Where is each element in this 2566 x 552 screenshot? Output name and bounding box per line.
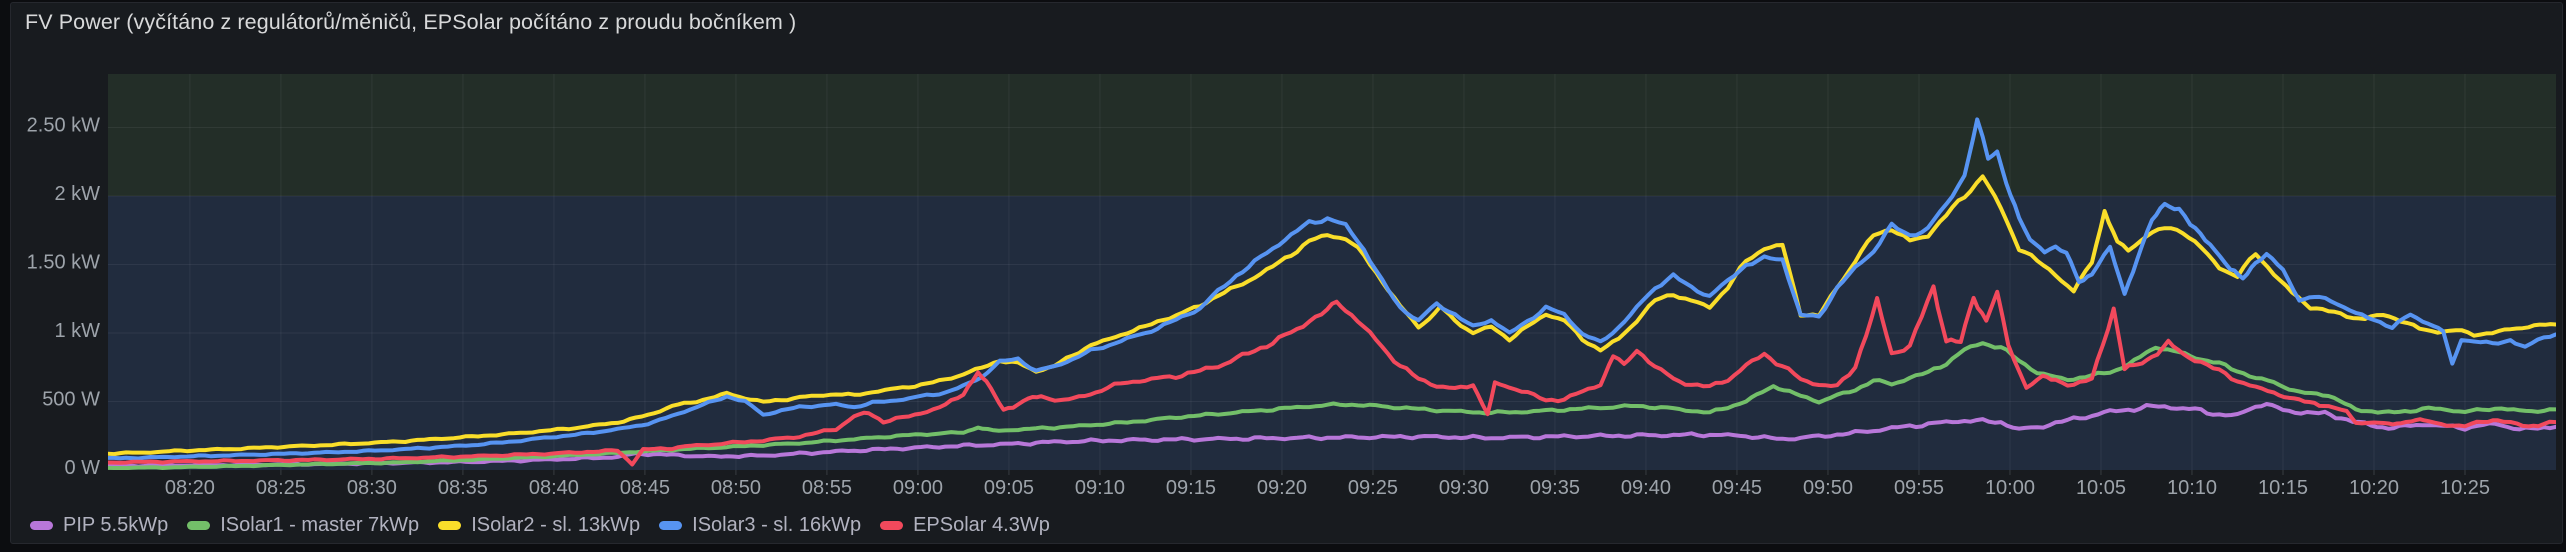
grid: 08:20 08:25 08:30 08:35 08:40 08:45 08:50 08:55… <box>27 74 2556 499</box>
x-axis-tick-label: 09:05 <box>984 477 1034 499</box>
y-axis-tick-label: 0 W <box>64 457 100 479</box>
legend-series-label: EPSolar 4.3Wp <box>913 514 1050 536</box>
panel-title[interactable]: FV Power (vyčítáno z regulátorů/měničů, … <box>25 10 797 34</box>
y-axis-tick-label: 1 kW <box>54 320 100 342</box>
y-axis-tick-label: 1.50 kW <box>27 252 100 274</box>
x-axis-tick-label: 09:45 <box>1712 477 1762 499</box>
x-axis-tick-label: 08:45 <box>620 477 670 499</box>
threshold-region-above-2kw <box>108 74 2556 196</box>
legend: PIP 5.5kWp ISolar1 - master 7kWp ISolar2 -… <box>30 511 1050 539</box>
x-axis-tick-label: 09:15 <box>1166 477 1216 499</box>
series-line-isolar3 <box>108 117 2556 461</box>
threshold-region-below-2kw <box>108 196 2556 470</box>
plot-area[interactable] <box>108 74 2556 470</box>
legend-series-marker <box>187 520 211 530</box>
y-axis-tick-label: 2.50 kW <box>27 115 100 137</box>
grafana-panel <box>10 2 2563 544</box>
x-axis-tick-label: 10:05 <box>2076 477 2126 499</box>
x-axis-tick-label: 08:55 <box>802 477 852 499</box>
x-axis-tick-label: 09:00 <box>893 477 943 499</box>
x-axis-tick-label: 10:15 <box>2258 477 2308 499</box>
x-axis-tick-label: 09:40 <box>1621 477 1671 499</box>
legend-item-isolar1[interactable]: ISolar1 - master 7kWp <box>187 511 419 539</box>
x-axis-tick-label: 08:25 <box>256 477 306 499</box>
x-axis-tick-label: 08:35 <box>438 477 488 499</box>
x-axis-tick-label: 09:50 <box>1803 477 1853 499</box>
series-line-pip <box>108 402 2556 469</box>
y-axis-tick-label: 500 W <box>42 389 100 411</box>
x-axis-tick-label: 10:00 <box>1985 477 2035 499</box>
x-axis-tick-label: 09:25 <box>1348 477 1398 499</box>
legend-series-marker <box>880 520 904 530</box>
legend-item-epsolar[interactable]: EPSolar 4.3Wp <box>880 511 1050 539</box>
x-axis-tick-label: 10:25 <box>2440 477 2490 499</box>
x-axis-tick-label: 09:20 <box>1257 477 1307 499</box>
x-axis-tick-label: 09:10 <box>1075 477 1125 499</box>
x-axis-tick-label: 09:55 <box>1894 477 1944 499</box>
legend-series-label: ISolar1 - master 7kWp <box>220 514 420 536</box>
legend-item-pip[interactable]: PIP 5.5kWp <box>30 511 168 539</box>
legend-series-label: PIP 5.5kWp <box>63 514 169 536</box>
x-axis-tick-label: 08:40 <box>529 477 579 499</box>
y-axis-tick-label: 2 kW <box>54 183 100 205</box>
legend-series-label: ISolar2 - sl. 13kWp <box>471 514 641 536</box>
legend-series-marker <box>30 520 53 530</box>
legend-item-isolar3[interactable]: ISolar3 - sl. 16kWp <box>659 511 861 539</box>
x-axis-tick-label: 10:10 <box>2167 477 2217 499</box>
legend-series-marker <box>659 520 683 530</box>
x-axis-tick-label: 08:50 <box>711 477 761 499</box>
x-axis-tick-label: 09:35 <box>1530 477 1580 499</box>
legend-series-marker <box>438 520 462 530</box>
x-axis-tick-label: 09:30 <box>1439 477 1489 499</box>
legend-series-label: ISolar3 - sl. 16kWp <box>692 514 862 536</box>
x-axis-tick-label: 08:30 <box>347 477 397 499</box>
series-line-epsolar <box>108 284 2556 467</box>
legend-item-isolar2[interactable]: ISolar2 - sl. 13kWp <box>438 511 640 539</box>
x-axis-tick-label: 10:20 <box>2349 477 2399 499</box>
x-axis-tick-label: 08:20 <box>165 477 215 499</box>
